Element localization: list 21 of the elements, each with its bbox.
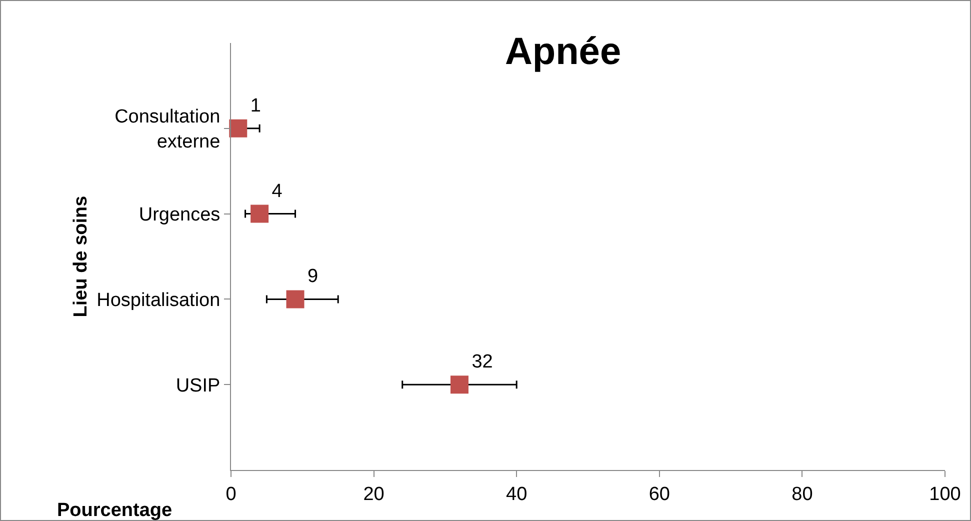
x-axis-title: Pourcentage <box>57 500 172 521</box>
point <box>229 119 248 138</box>
x-tick-label: 20 <box>363 484 384 505</box>
x-tick-label: 100 <box>929 484 961 505</box>
y-tick-label: Consultation externe <box>114 106 220 152</box>
x-tick-label: 60 <box>648 484 670 505</box>
point <box>450 376 468 394</box>
x-tick-label: 0 <box>226 484 236 505</box>
chart-title: Apnée <box>504 30 622 73</box>
y-tick-label: USIP <box>176 375 220 396</box>
point <box>286 290 304 308</box>
data-label: 4 <box>272 180 283 202</box>
y-axis-title: Lieu de soins <box>70 196 92 318</box>
data-label: 32 <box>472 352 493 373</box>
y-tick-label: Hospitalisation <box>96 290 220 311</box>
x-tick-label: 40 <box>506 484 528 505</box>
point <box>250 204 269 223</box>
y-tick-label: Urgences <box>138 204 220 226</box>
data-label: 9 <box>308 266 318 288</box>
data-label: 1 <box>250 95 261 116</box>
x-tick-label: 80 <box>792 484 813 505</box>
